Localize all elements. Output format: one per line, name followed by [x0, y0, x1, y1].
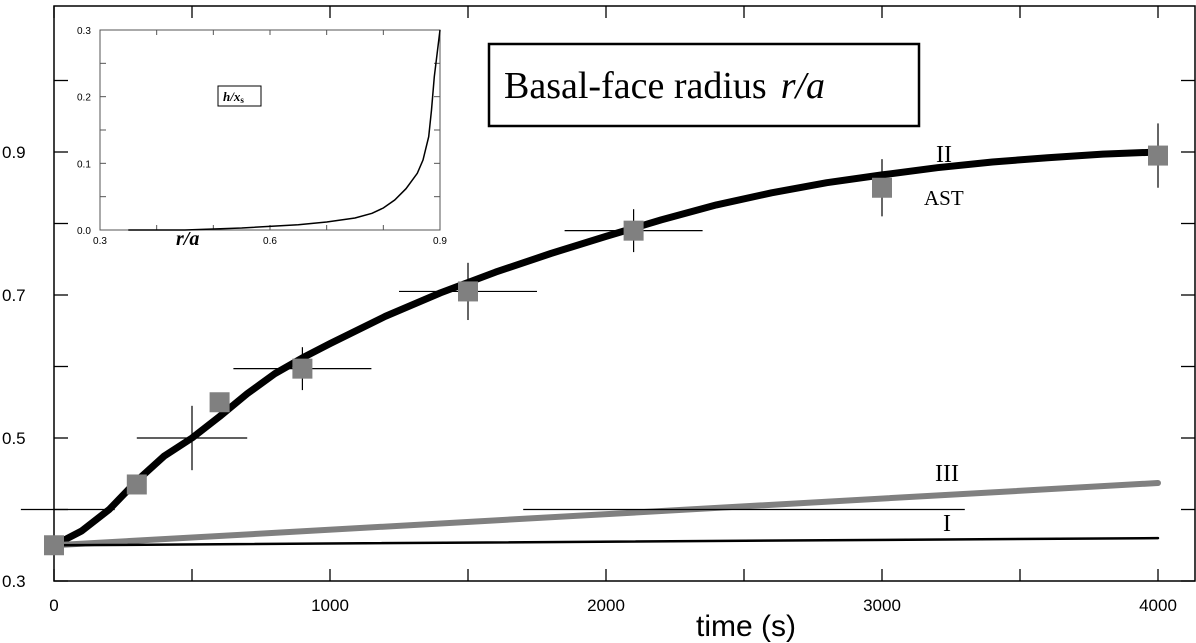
chart-title-var: r/a	[781, 65, 825, 107]
inset-legend-sub: s	[240, 95, 244, 105]
data-marker	[209, 392, 230, 413]
curve-label-i: I	[943, 511, 951, 537]
inset-y-tick-label: 0.1	[77, 159, 91, 170]
y-tick-label: 0.5	[2, 429, 26, 448]
data-marker	[1148, 145, 1168, 166]
inset-frame	[99, 29, 441, 231]
plot-frame	[53, 5, 1196, 582]
x-tick-label: 3000	[863, 596, 901, 615]
inset-y-tick-label: 0.3	[77, 26, 91, 37]
curve-label-ii: II	[936, 142, 952, 168]
inset-x-tick-label: 0.9	[433, 236, 447, 247]
y-tick-label: 0.3	[2, 572, 26, 591]
x-tick-label: 1000	[311, 596, 349, 615]
inset-x-tick-label: 0.6	[263, 236, 277, 247]
x-tick-label: 2000	[587, 596, 625, 615]
x-tick-label: 0	[49, 596, 58, 615]
y-tick-label: 0.7	[2, 286, 26, 305]
data-marker	[458, 281, 478, 302]
marker-layer	[44, 145, 1168, 556]
series-line-iii	[51, 480, 1161, 549]
data-marker	[292, 358, 313, 379]
title-box	[487, 42, 921, 128]
inset-chart: 0.0 0.1 0.2 0.3 0.3 0.6 0.9 h/xs r/a	[77, 26, 447, 250]
curve-label-ast: AST	[924, 186, 964, 210]
inset-y-tick-label: 0.0	[77, 226, 91, 237]
series-line-i	[52, 536, 1160, 547]
y-tick-label: 0.9	[2, 143, 26, 162]
axis-ticks	[53, 6, 1195, 582]
x-tick-labels: 0 1000 2000 3000 4000	[49, 596, 1177, 615]
inset-legend-h: h/x	[223, 89, 241, 104]
chart-title-text: Basal-face radius	[504, 65, 767, 107]
inset-y-tick-labels: 0.0 0.1 0.2 0.3	[77, 26, 91, 237]
data-marker	[623, 220, 644, 241]
x-axis-label: time (s)	[696, 610, 796, 643]
chart-title: Basal-face radius r/a	[504, 65, 825, 107]
y-tick-labels: 0.3 0.5 0.7 0.9	[2, 143, 26, 591]
curve-label-iii: III	[935, 461, 959, 487]
inset-legend-box	[217, 85, 262, 107]
inset-y-tick-label: 0.2	[77, 93, 91, 104]
inset-x-axis-label: r/a	[176, 228, 199, 250]
inset-legend-text: h/xs	[223, 89, 244, 105]
inset-curve	[128, 29, 441, 231]
x-tick-label: 4000	[1139, 596, 1177, 615]
data-marker	[872, 177, 892, 198]
data-marker	[126, 474, 147, 495]
inset-x-tick-label: 0.3	[93, 236, 107, 247]
inset-x-tick-labels: 0.3 0.6 0.9	[93, 236, 447, 247]
data-marker	[44, 535, 64, 556]
